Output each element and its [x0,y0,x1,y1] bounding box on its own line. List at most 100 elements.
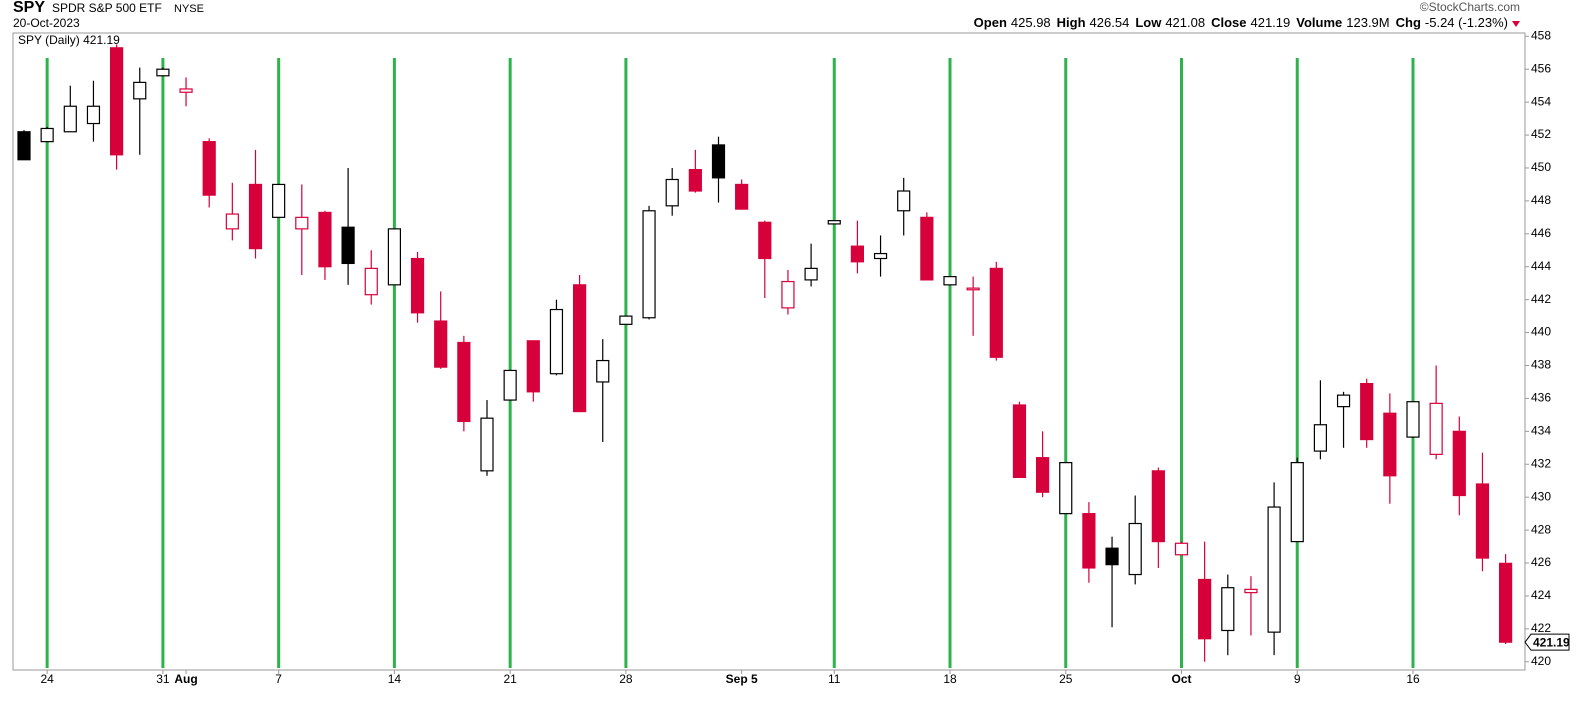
date: 20-Oct-2023 [13,16,80,30]
symbol: SPY [13,0,45,16]
candle-body [1128,522,1142,576]
candle-body [596,359,610,383]
candle-body [503,369,517,401]
candle-body [202,141,216,196]
candle-body [781,280,795,309]
candle-body [549,308,564,375]
x-tick-label: Oct [1171,672,1191,686]
candle-body [17,131,31,161]
candle-body [920,216,934,281]
candle-body [109,47,124,156]
candle-body [1221,587,1235,632]
candle-body [526,340,540,393]
candle-body [295,216,309,230]
y-tick-label: 436 [1531,391,1551,405]
y-tick-label: 440 [1531,325,1551,339]
candle-body [156,68,170,77]
y-tick-label: 424 [1531,588,1551,602]
candle-body [1336,394,1351,408]
candle-body [873,252,888,260]
y-tick-label: 450 [1531,160,1551,174]
candle-body [711,144,726,179]
x-tick-label: 11 [828,672,841,686]
candle-body [943,276,957,286]
quote-value: -5.24 (-1.23%) [1425,15,1508,30]
candle-body [758,221,772,260]
quote-value: 425.98 [1011,15,1051,30]
last-price: 421.19 [1533,635,1570,649]
candle-body [1244,588,1258,594]
candle-body [735,183,749,210]
candle-body [804,267,818,281]
x-tick-label: Sep 5 [726,672,758,686]
candle-body [827,220,841,225]
x-tick-label: 7 [275,672,282,686]
candle-body [1198,578,1212,640]
y-tick-label: 434 [1531,424,1551,438]
candle-body [1429,402,1443,455]
candle-body [40,127,54,143]
y-tick-label: 428 [1531,522,1551,536]
candle-body [989,267,1003,358]
candle-body [1360,382,1374,441]
candle-body [434,320,448,368]
x-tick-label: 9 [1294,672,1301,686]
y-tick-label: 438 [1531,358,1551,372]
candle-body [1012,404,1027,479]
candle-body [850,245,865,263]
candle-body [1475,483,1490,559]
candle-body [1151,470,1165,543]
candle-body [1059,462,1073,515]
quote-value: 123.9M [1346,15,1389,30]
exchange: NYSE [174,3,204,15]
candle-body [86,105,101,125]
quote-label: Open [974,15,1007,30]
source: ©StockCharts.com [1420,0,1520,14]
x-tick-label: 14 [388,672,402,686]
y-tick-label: 420 [1531,654,1551,668]
x-tick-label: 31 [156,672,170,686]
candle-body [572,284,587,413]
plot-frame [12,32,1526,671]
security-name: SPDR S&P 500 ETF [52,1,162,15]
quote-label: Low [1135,15,1162,30]
candle-body [1313,424,1328,452]
candle-body [457,341,471,423]
quote-value: 421.08 [1165,15,1205,30]
candle-body [642,210,656,319]
y-tick-label: 448 [1531,193,1551,207]
y-tick-label: 458 [1531,28,1551,42]
y-tick-label: 446 [1531,226,1551,240]
candle-body [410,257,425,314]
candle-body [179,88,193,93]
candle-body [966,287,980,291]
y-tick-label: 422 [1531,621,1551,635]
candle-body [897,190,911,212]
quote-label: Volume [1296,15,1342,30]
candle-body [248,183,263,250]
candle-body [1174,542,1189,556]
quote-value: 421.19 [1250,15,1290,30]
x-tick-label: 18 [943,672,957,686]
quote-line: Open 425.98 High 426.54 Low 421.08 Close 421.19… [974,15,1520,30]
candle-body [665,178,679,207]
y-tick-label: 444 [1531,259,1551,273]
candle-body [1082,513,1096,569]
candle-body [619,315,633,325]
x-tick-label: 25 [1059,672,1073,686]
x-tick-label: 21 [503,672,517,686]
candle-body [1383,412,1397,477]
quote-label: High [1057,15,1086,30]
y-tick-label: 452 [1531,127,1551,141]
candle-body [387,228,401,286]
quote-value: 426.54 [1090,15,1130,30]
candle-body [364,267,378,296]
y-tick-label: 456 [1531,61,1551,75]
candle-body [688,169,702,192]
candle-body [318,211,332,268]
candle-body [341,226,355,265]
y-tick-label: 432 [1531,456,1551,470]
candle-body [272,183,286,218]
quote-label: Chg [1396,15,1421,30]
